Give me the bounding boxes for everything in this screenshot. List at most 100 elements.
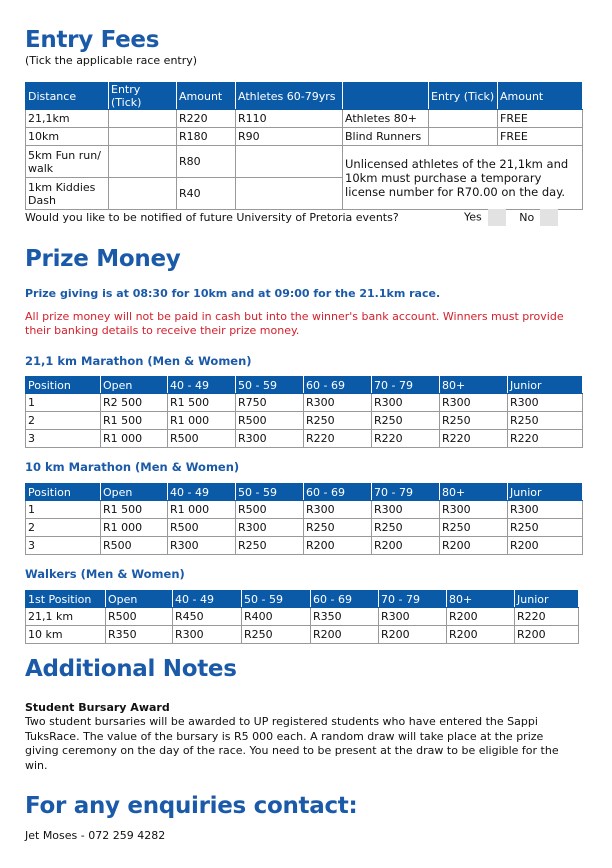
column-header: Junior	[507, 376, 583, 394]
table-row: 1 R2 500 R1 500 R750 R300 R300 R300 R300	[25, 393, 583, 412]
cell: R250	[371, 518, 440, 537]
entry-tick-cell[interactable]	[428, 109, 498, 128]
column-header: Distance	[25, 82, 109, 110]
cell	[235, 177, 343, 210]
cell: 2	[25, 518, 101, 537]
cell: R300	[439, 393, 508, 412]
table-row: 21,1 km R500 R450 R400 R350 R300 R200 R220	[25, 607, 579, 626]
column-header: 70 - 79	[371, 483, 440, 501]
entry-tick-cell[interactable]	[108, 177, 177, 210]
contact-person: Jet Moses - 072 259 4282	[25, 829, 166, 842]
cell: R250	[371, 411, 440, 430]
table-row: 3 R1 000 R500 R300 R220 R220 R220 R220	[25, 429, 583, 448]
header-row: Position Open 40 - 49 50 - 59 60 - 69 70 - 79…	[25, 483, 583, 501]
additional-notes-title: Additional Notes	[25, 656, 237, 682]
cell: R500	[167, 518, 236, 537]
cell: R250	[507, 518, 583, 537]
entry-tick-cell[interactable]	[428, 127, 498, 146]
column-header: 60 - 69	[303, 376, 372, 394]
column-header: 40 - 49	[167, 376, 236, 394]
notify-question: Would you like to be notified of future …	[25, 211, 399, 224]
cell: R1 500	[100, 411, 168, 430]
column-header: Open	[100, 376, 168, 394]
notify-options: Yes No	[464, 209, 559, 226]
cell: R450	[172, 607, 242, 626]
cell: R500	[235, 411, 304, 430]
cell: R750	[235, 393, 304, 412]
bursary-title: Student Bursary Award	[25, 701, 170, 714]
column-header: 50 - 59	[235, 376, 304, 394]
entry-tick-cell[interactable]	[108, 127, 177, 146]
cell: R200	[446, 607, 515, 626]
column-header: Entry (Tick)	[428, 82, 498, 110]
table-row: 21,1km R220 R110 Athletes 80+ FREE	[25, 109, 583, 128]
cell: R220	[507, 429, 583, 448]
entry-tick-cell[interactable]	[108, 109, 177, 128]
table-row: 5km Fun run/ walk R80 Unlicensed athlete…	[25, 145, 583, 210]
cell: R220	[303, 429, 372, 448]
prize-giving-time: Prize giving is at 08:30 for 10km and at…	[25, 287, 441, 300]
cell: 1km Kiddies Dash	[25, 177, 109, 210]
no-label: No	[519, 210, 535, 224]
cell: R1 000	[167, 500, 236, 519]
cell: R350	[105, 625, 173, 644]
cell: R300	[371, 500, 440, 519]
yes-checkbox[interactable]	[487, 209, 506, 226]
cell: R1 000	[167, 411, 236, 430]
table-row: 2 R1 500 R1 000 R500 R250 R250 R250 R250	[25, 411, 583, 430]
cell: R250	[439, 411, 508, 430]
cell: R1 500	[167, 393, 236, 412]
prize-table-walkers: 1st Position Open 40 - 49 50 - 59 60 - 69 70 …	[25, 590, 579, 644]
cell: R300	[303, 500, 372, 519]
table-row: 10 km R350 R300 R250 R200 R200 R200 R200	[25, 625, 579, 644]
table-title-10km: 10 km Marathon (Men & Women)	[25, 460, 240, 474]
prize-table-21km: Position Open 40 - 49 50 - 59 60 - 69 70 - 79…	[25, 376, 583, 448]
entry-subtitle: (Tick the applicable race entry)	[25, 54, 198, 67]
column-header: Entry (Tick)	[108, 82, 177, 110]
cell: R200	[439, 536, 508, 555]
column-header: 60 - 69	[310, 590, 379, 608]
column-header: 80+	[439, 483, 508, 501]
cell: 21,1 km	[25, 607, 106, 626]
cell: R200	[446, 625, 515, 644]
header-row: Position Open 40 - 49 50 - 59 60 - 69 70 - 79…	[25, 376, 583, 394]
license-note: Unlicensed athletes of the 21,1km and 10…	[342, 145, 583, 210]
cell: R250	[235, 536, 304, 555]
cell: R90	[235, 127, 343, 146]
table-row: 10km R180 R90 Blind Runners FREE	[25, 127, 583, 146]
cell: R2 500	[100, 393, 168, 412]
cell: R220	[514, 607, 579, 626]
column-header: Open	[100, 483, 168, 501]
cell: R200	[310, 625, 379, 644]
no-checkbox[interactable]	[540, 209, 559, 226]
cell: R300	[378, 607, 447, 626]
cell: Blind Runners	[342, 127, 429, 146]
cell: R500	[105, 607, 173, 626]
table-title-walkers: Walkers (Men & Women)	[25, 567, 185, 581]
cell: R300	[172, 625, 242, 644]
cell: R80	[176, 145, 236, 178]
entry-fees-table: Distance Entry (Tick) Amount Athletes 60-79…	[25, 82, 583, 210]
cell: R220	[176, 109, 236, 128]
cell: 10 km	[25, 625, 106, 644]
header-row: 1st Position Open 40 - 49 50 - 59 60 - 69 70 …	[25, 590, 579, 608]
cell: R300	[235, 518, 304, 537]
cell: R200	[514, 625, 579, 644]
cell: R250	[439, 518, 508, 537]
column-header: 60 - 69	[303, 483, 372, 501]
cell: R300	[371, 393, 440, 412]
column-header: 70 - 79	[378, 590, 447, 608]
cell: R500	[167, 429, 236, 448]
entry-tick-cell[interactable]	[108, 145, 177, 178]
table-row: 3 R500 R300 R250 R200 R200 R200 R200	[25, 536, 583, 555]
column-header: Junior	[507, 483, 583, 501]
column-header: Position	[25, 376, 101, 394]
cell	[235, 145, 343, 178]
cell: R500	[100, 536, 168, 555]
column-header: Position	[25, 483, 101, 501]
cell: R180	[176, 127, 236, 146]
cell: 21,1km	[25, 109, 109, 128]
cell: R220	[371, 429, 440, 448]
cell: R200	[371, 536, 440, 555]
